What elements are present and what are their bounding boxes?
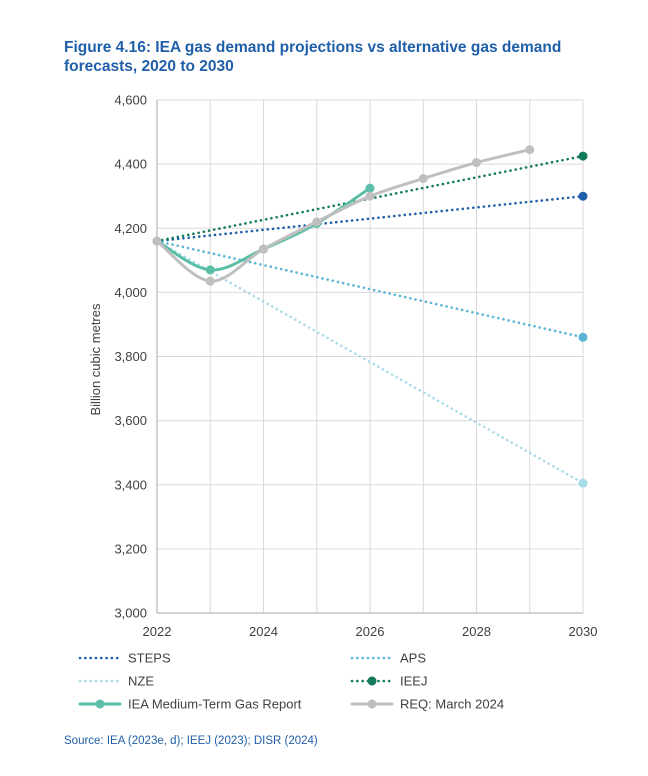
legend-label-nze: NZE <box>128 674 154 689</box>
legend-item-req-march-2024: REQ: March 2024 <box>350 697 504 712</box>
y-tick-label: 3,200 <box>114 541 147 556</box>
y-tick-label: 4,200 <box>114 221 147 236</box>
data-point-req-march-2024 <box>365 191 375 201</box>
y-tick-label: 4,600 <box>114 93 147 108</box>
data-point-req-march-2024 <box>312 217 322 227</box>
y-axis-label: Billion cubic metres <box>88 303 103 415</box>
x-tick-label: 2026 <box>356 624 385 639</box>
y-tick-label: 4,400 <box>114 157 147 172</box>
grid-lines <box>156 99 584 614</box>
x-tick-label: 2022 <box>143 624 172 639</box>
legend-item-nze: NZE <box>78 674 154 689</box>
axes: 3,000 3,200 3,400 3,600 3,800 4,000 4,200 4,400… <box>88 93 597 640</box>
legend-marker-iea-medium-term-gas-report <box>95 699 105 709</box>
x-tick-label: 2030 <box>569 624 598 639</box>
series-group <box>152 145 588 488</box>
legend-item-ieej: IEEJ <box>350 674 427 689</box>
chart-title-line-2: forecasts, 2020 to 2030 <box>64 58 234 75</box>
series-line-nze <box>155 239 585 485</box>
legend-marker-req-march-2024 <box>367 699 377 709</box>
series-line-req-march-2024 <box>155 148 532 283</box>
chart-title-line-1: Figure 4.16: IEA gas demand projections … <box>64 39 562 56</box>
data-point-req-march-2024 <box>472 158 481 168</box>
legend-item-steps: STEPS <box>78 651 171 666</box>
x-tick-label: 2028 <box>462 624 491 639</box>
series-line-aps <box>155 239 585 339</box>
data-point-ieej <box>578 151 588 161</box>
legend-item-aps: APS <box>350 651 426 666</box>
data-point-iea-medium-term-gas-report <box>365 183 375 193</box>
y-tick-label: 3,800 <box>114 349 147 364</box>
y-tick-label: 3,400 <box>114 477 147 492</box>
data-point-nze <box>578 478 588 488</box>
x-tick-label: 2024 <box>249 624 278 639</box>
legend-label-req-march-2024: REQ: March 2024 <box>400 697 504 712</box>
data-point-iea-medium-term-gas-report <box>205 265 215 275</box>
data-point-req-march-2024 <box>418 174 428 184</box>
data-point-req-march-2024 <box>259 244 268 254</box>
legend: STEPS APS NZE IEEJ IEA Medium-Term Gas Repor… <box>78 651 504 712</box>
legend-label-ieej: IEEJ <box>400 674 427 689</box>
legend-label-aps: APS <box>400 651 426 666</box>
line-chart: 3,000 3,200 3,400 3,600 3,800 4,000 4,200 4,400… <box>78 93 597 712</box>
legend-label-steps: STEPS <box>128 651 171 666</box>
source-note: Source: IEA (2023e, d); IEEJ (2023); DIS… <box>64 735 318 747</box>
data-point-steps <box>578 191 588 201</box>
data-point-req-march-2024 <box>525 145 535 155</box>
chart-title: Figure 4.16: IEA gas demand projections … <box>64 38 624 76</box>
legend-marker-ieej <box>367 676 377 686</box>
data-point-req-march-2024 <box>205 276 215 286</box>
y-tick-label: 4,000 <box>114 285 147 300</box>
data-point-aps <box>578 332 588 342</box>
data-point-req-march-2024 <box>152 236 162 246</box>
legend-label-iea-medium-term-gas-report: IEA Medium-Term Gas Report <box>128 697 302 712</box>
legend-item-iea-medium-term-gas-report: IEA Medium-Term Gas Report <box>78 697 302 712</box>
y-tick-label: 3,000 <box>114 606 147 621</box>
y-tick-label: 3,600 <box>114 413 147 428</box>
